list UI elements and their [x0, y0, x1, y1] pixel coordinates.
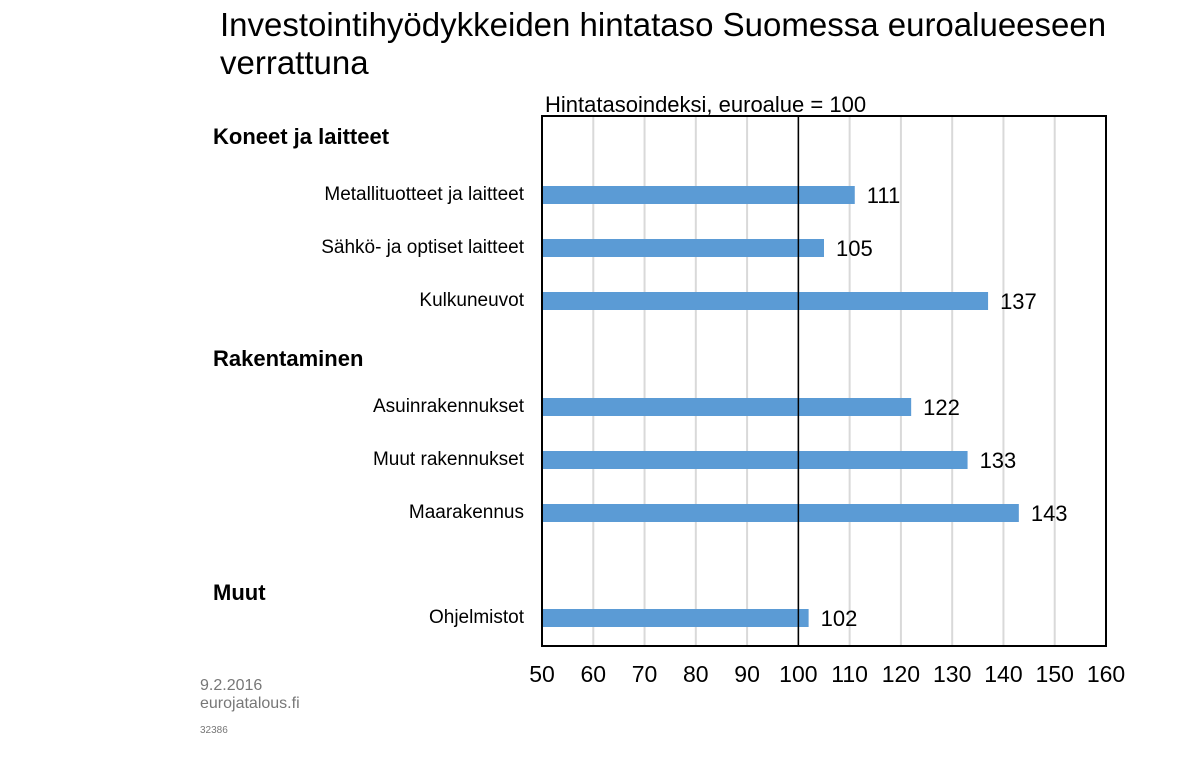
category-label: Metallituotteet ja laitteet: [324, 184, 524, 205]
bar: [542, 398, 912, 416]
chart-title: Investointihyödykkeiden hintataso Suomes…: [220, 6, 1107, 81]
x-tick-label: 120: [882, 661, 920, 687]
bar: [542, 451, 968, 469]
x-tick-label: 110: [831, 661, 868, 687]
plot-frame: [541, 115, 1107, 647]
category-label: Muut rakennukset: [372, 449, 524, 470]
x-tick-label: 80: [683, 661, 709, 687]
category-label: Asuinrakennukset: [372, 396, 524, 417]
x-tick-label: 90: [734, 661, 760, 687]
value-label: 122: [923, 395, 960, 420]
value-label: 105: [836, 236, 873, 261]
group-name-rakentaminen: Rakentaminen: [213, 346, 364, 371]
category-label: Kulkuneuvot: [419, 290, 524, 311]
footer-code: 32386: [200, 725, 228, 736]
value-label: 102: [821, 606, 858, 631]
x-tick-label: 160: [1087, 661, 1125, 687]
value-label: 111: [867, 183, 900, 208]
bar: [542, 609, 809, 627]
x-tick-label: 50: [529, 661, 555, 687]
bar: [542, 504, 1019, 522]
footer-date: 9.2.2016: [200, 677, 263, 694]
x-tick-label: 140: [984, 661, 1022, 687]
category-label: Ohjelmistot: [428, 607, 524, 628]
group-box-muut: Muut: [200, 572, 540, 647]
footer-site: eurojatalous.fi: [200, 695, 300, 712]
group-name-muut: Muut: [213, 580, 266, 605]
group-box-koneet: Koneet ja laitteet: [200, 116, 540, 336]
x-tick-label: 100: [779, 661, 817, 687]
bar: [542, 239, 824, 257]
category-label: Maarakennus: [408, 502, 524, 523]
value-label: 143: [1031, 501, 1068, 526]
x-tick-label: 130: [933, 661, 971, 687]
bar: [542, 186, 855, 204]
category-label: Sähkö- ja optiset laitteet: [321, 237, 524, 258]
chart-subtitle: Hintatasoindeksi, euroalue = 100: [545, 92, 867, 117]
bar: [542, 292, 989, 310]
value-label: 133: [980, 448, 1017, 473]
x-tick-label: 150: [1036, 661, 1074, 687]
group-name-koneet: Koneet ja laitteet: [213, 124, 390, 149]
x-tick-label: 60: [580, 661, 606, 687]
x-tick-label: 70: [632, 661, 658, 687]
value-label: 137: [1000, 289, 1037, 314]
group-box-rakentaminen: Rakentaminen: [200, 338, 540, 570]
